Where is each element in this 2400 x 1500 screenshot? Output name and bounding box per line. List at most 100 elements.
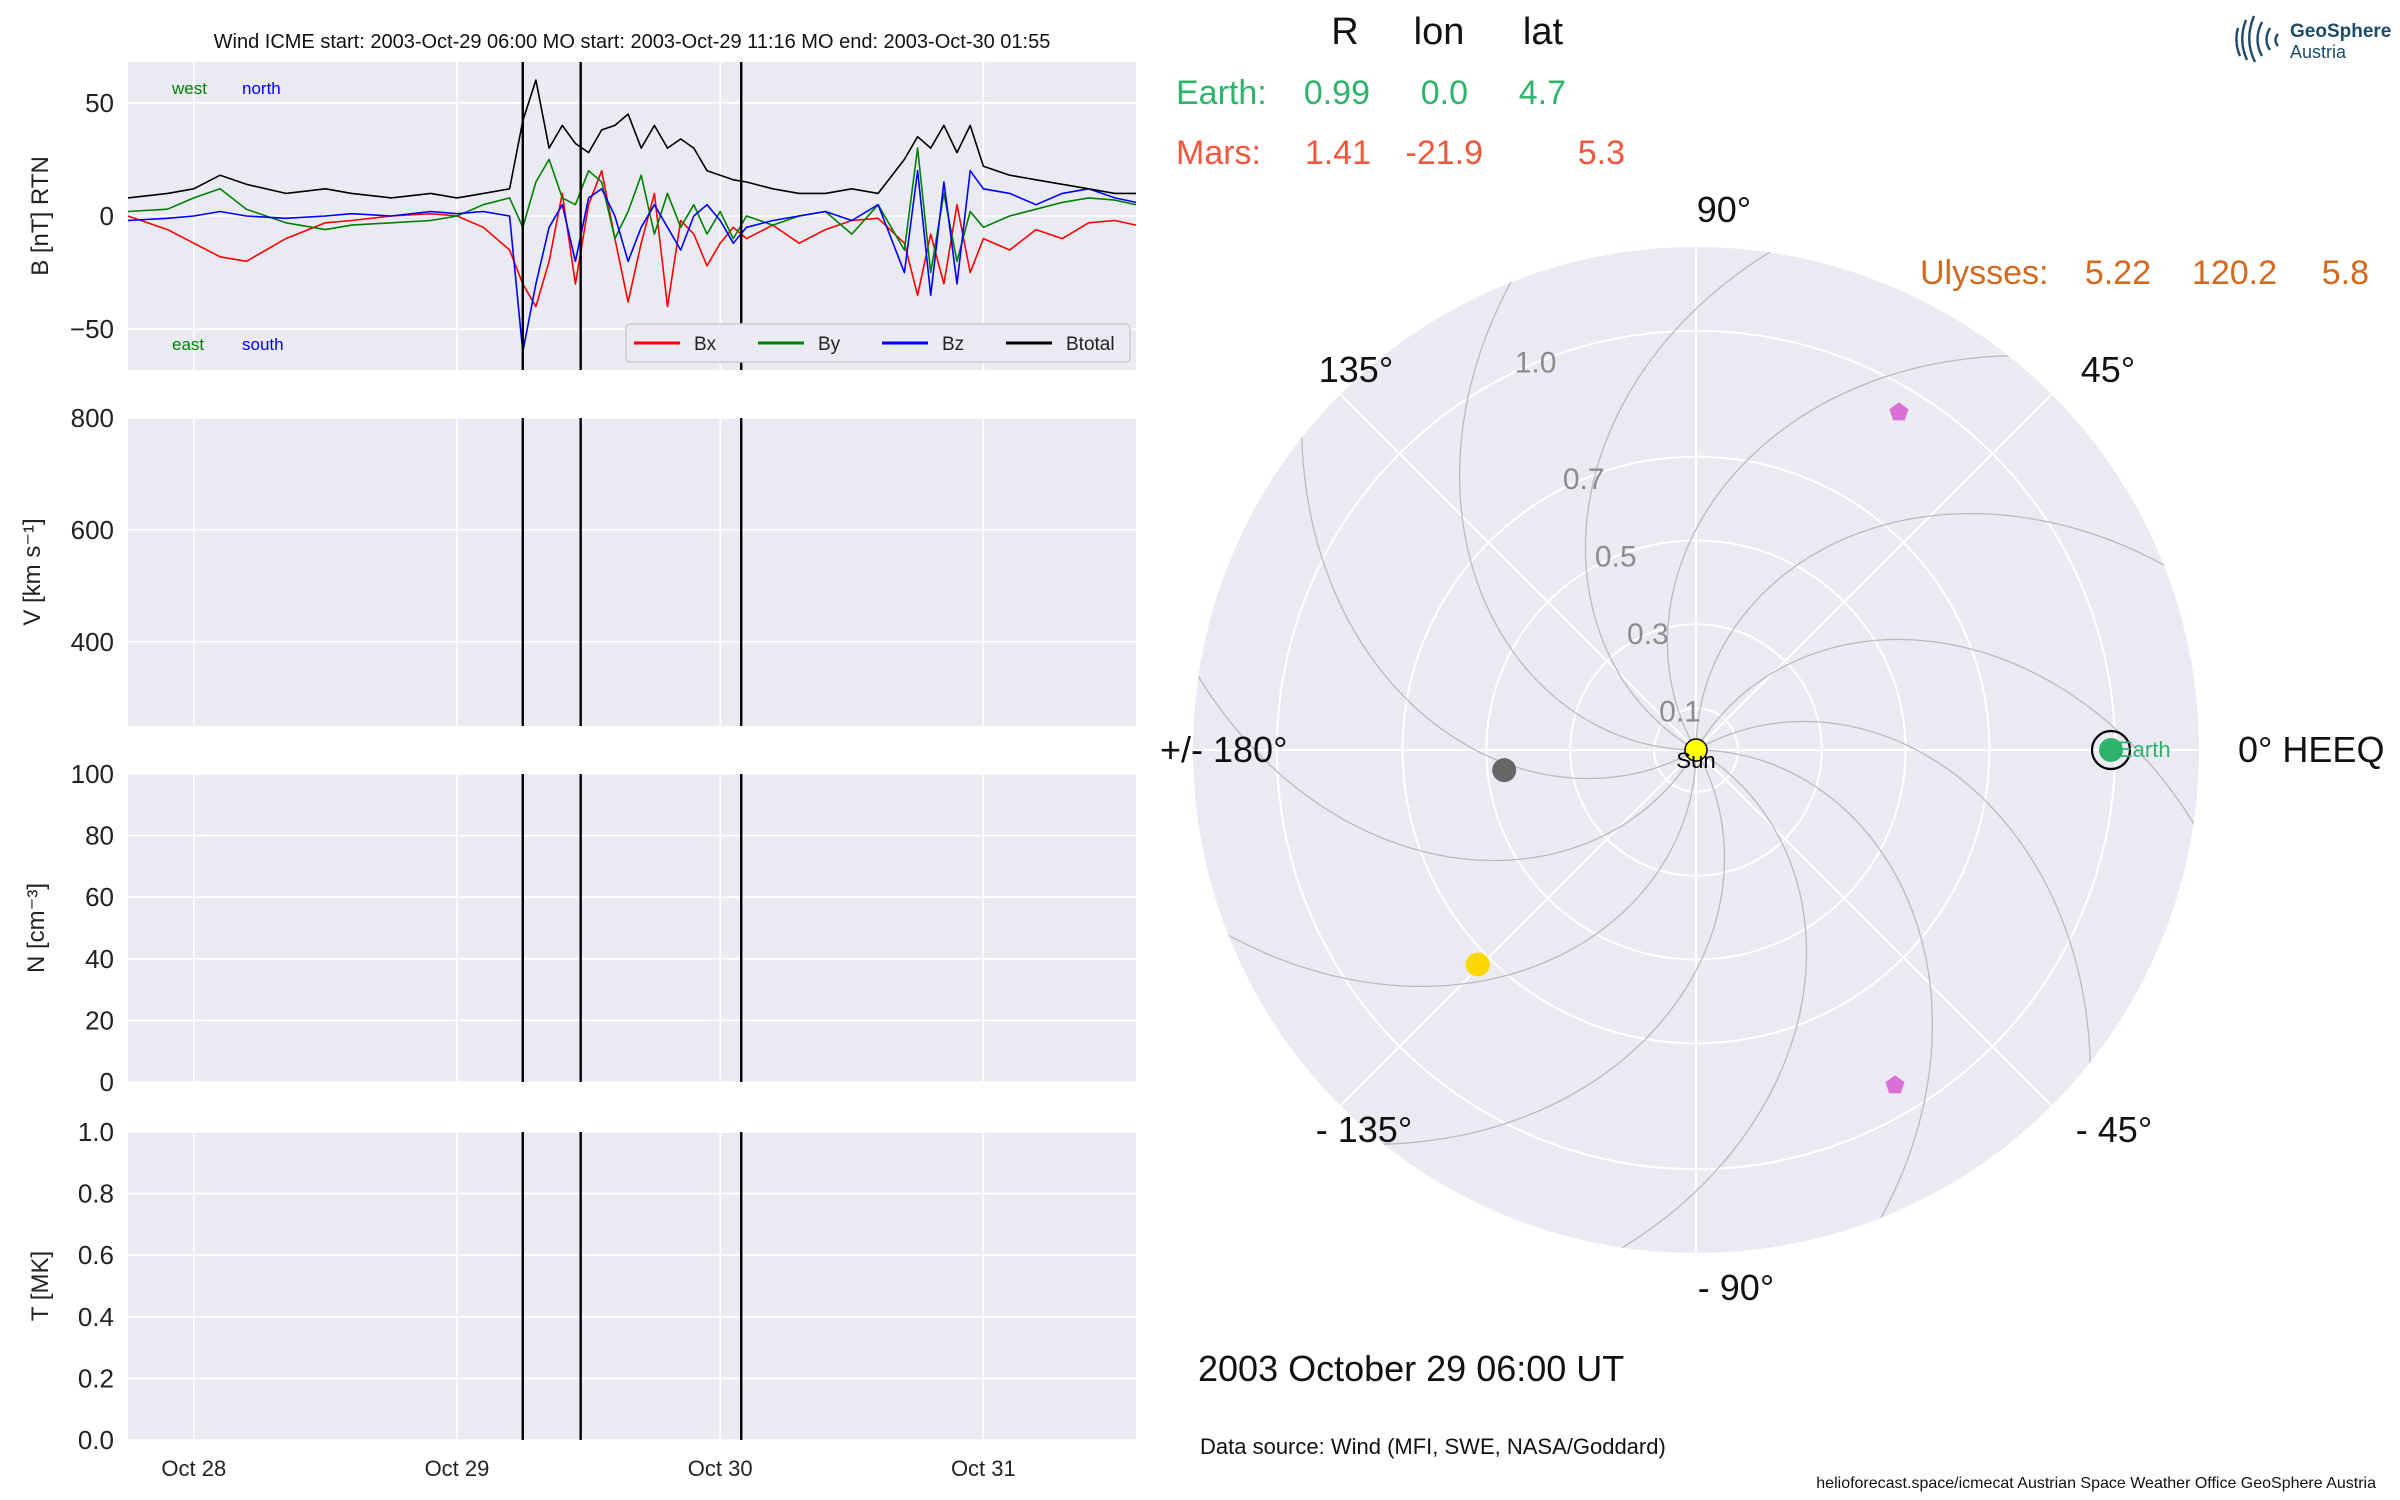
radial-tick-label: 1.0: [1515, 347, 1557, 380]
legend-label-bx: Bx: [694, 334, 717, 355]
data-source: Data source: Wind (MFI, SWE, NASA/Goddar…: [1200, 1434, 1666, 1459]
label-east: east: [172, 335, 204, 354]
angle-tick-label: - 90°: [1698, 1267, 1774, 1308]
earth-row-name: Earth:: [1176, 74, 1267, 112]
y-tick-label: 50: [85, 88, 114, 118]
geosphere-logo: GeoSphere Austria: [2235, 15, 2391, 63]
density-panel: 0 20 40 60 80 100 N [cm⁻³]: [23, 759, 1136, 1097]
radial-tick-label: 0.1: [1659, 695, 1701, 728]
legend-box: [625, 323, 1131, 363]
y-tick-label: 0.4: [78, 1302, 114, 1332]
panel-title: Wind ICME start: 2003-Oct-29 06:00 MO st…: [214, 31, 1051, 53]
y-axis-label: B [nT] RTN: [27, 156, 54, 276]
position-table: R lon lat Earth: 0.99 0.0 4.7 Mars: 1.41…: [1176, 11, 2369, 292]
y-tick-label: 0.6: [78, 1240, 114, 1270]
parker-spiral-line: [1193, 418, 1697, 862]
ulysses-row-lat: 5.8: [2322, 254, 2369, 292]
parker-spiral-line: [1458, 247, 1698, 751]
time-series-panels: Wind ICME start: 2003-Oct-29 06:00 MO st…: [19, 31, 1137, 1481]
y-tick-label: 0.0: [78, 1425, 114, 1455]
sun-label: Sun: [1676, 748, 1715, 773]
body-marker-pentagon: [1885, 1075, 1905, 1094]
y-tick-label: −50: [70, 314, 114, 344]
plot-area: [128, 1132, 1136, 1440]
y-axis-label: T [MK]: [27, 1251, 54, 1321]
y-tick-label: 0: [100, 1067, 114, 1097]
parker-spiral-line: [1695, 638, 2199, 1082]
x-tick-label: Oct 28: [161, 1456, 226, 1481]
credits: helioforecast.space/icmecat Austrian Spa…: [1816, 1475, 2376, 1492]
angle-tick-label: - 45°: [2076, 1109, 2152, 1150]
y-tick-label: 0.8: [78, 1179, 114, 1209]
y-tick-label: 40: [85, 944, 114, 974]
label-south: south: [242, 335, 284, 354]
angle-tick-label: 135°: [1319, 349, 1393, 390]
plot-area: [128, 418, 1136, 726]
label-north: north: [242, 79, 281, 98]
logo-line2: Austria: [2290, 42, 2347, 62]
parker-spiral-line: [1584, 247, 2028, 751]
x-tick-label: Oct 30: [688, 1456, 753, 1481]
radial-tick-label: 0.5: [1595, 540, 1637, 573]
polar-position-plot: 0.1 0.3 0.5 0.7 1.0 0° HEEQ 45° 90° 135° +/- 180…: [1160, 11, 2384, 1492]
table-header-lon: lon: [1414, 11, 1465, 53]
earth-row-lat: 4.7: [1519, 74, 1566, 112]
radial-tick-label: 0.7: [1563, 463, 1605, 496]
series-line-btotal: [127, 79, 1136, 199]
y-axis-label: V [km s⁻¹]: [19, 518, 46, 625]
speed-panel: 400 600 800 V [km s⁻¹]: [19, 403, 1136, 726]
logo-mark-icon: [2235, 15, 2279, 63]
parker-spiral-line: [1695, 512, 2199, 752]
x-tick-label: Oct 31: [951, 1456, 1016, 1481]
logo-line1: GeoSphere: [2290, 21, 2391, 42]
y-tick-label: 80: [85, 821, 114, 851]
angular-gridline: [1339, 749, 1697, 1107]
table-header-lat: lat: [1523, 11, 1564, 53]
label-west: west: [171, 79, 207, 98]
angular-gridline: [1339, 393, 1697, 751]
angular-gridline: [1695, 393, 2053, 751]
angle-tick-label: - 135°: [1316, 1109, 1412, 1150]
y-tick-label: 20: [85, 1005, 114, 1035]
y-tick-label: 800: [71, 403, 114, 433]
radial-tick-label: 0.3: [1627, 618, 1669, 651]
ulysses-row-name: Ulysses:: [1920, 254, 2048, 292]
angle-tick-label: +/- 180°: [1160, 729, 1287, 770]
earth-row-lon: 0.0: [1421, 74, 1468, 112]
series-line-bz: [127, 169, 1137, 353]
legend-label-bz: Bz: [942, 334, 964, 355]
y-tick-label: 0: [100, 201, 114, 231]
mars-row-r: 1.41: [1305, 134, 1371, 172]
table-header-r: R: [1331, 11, 1358, 53]
body-marker-pentagon: [1889, 402, 1909, 421]
earth-row-r: 0.99: [1304, 74, 1370, 112]
angle-tick-label: 45°: [2081, 349, 2135, 390]
earth-marker: [2098, 738, 2123, 762]
parker-spiral-line: [1193, 748, 1697, 988]
date-label: 2003 October 29 06:00 UT: [1198, 1348, 1624, 1389]
body-marker: [1465, 952, 1490, 977]
x-tick-label: Oct 29: [425, 1456, 490, 1481]
plot-area: [128, 774, 1136, 1082]
mars-row-lon: -21.9: [1406, 134, 1484, 172]
legend: Bx By Bz Btotal: [625, 323, 1131, 363]
y-tick-label: 1.0: [78, 1117, 114, 1147]
earth-ring: [2090, 729, 2132, 771]
angular-gridline: [1695, 749, 2053, 1107]
parker-spiral-line: [1694, 749, 1934, 1253]
y-tick-label: 400: [71, 627, 114, 657]
mars-row-name: Mars:: [1176, 134, 1261, 172]
mars-row-lat: 5.3: [1578, 134, 1625, 172]
legend-label-by: By: [818, 334, 841, 355]
y-tick-label: 60: [85, 882, 114, 912]
body-marker: [1492, 758, 1517, 783]
sun-marker: [1684, 738, 1708, 762]
legend-label-btotal: Btotal: [1066, 334, 1115, 355]
y-tick-label: 0.2: [78, 1363, 114, 1393]
angle-tick-label: 0° HEEQ: [2238, 729, 2384, 770]
ulysses-row-lon: 120.2: [2192, 254, 2277, 292]
ulysses-row-r: 5.22: [2085, 254, 2151, 292]
angle-tick-label: 90°: [1697, 189, 1751, 230]
